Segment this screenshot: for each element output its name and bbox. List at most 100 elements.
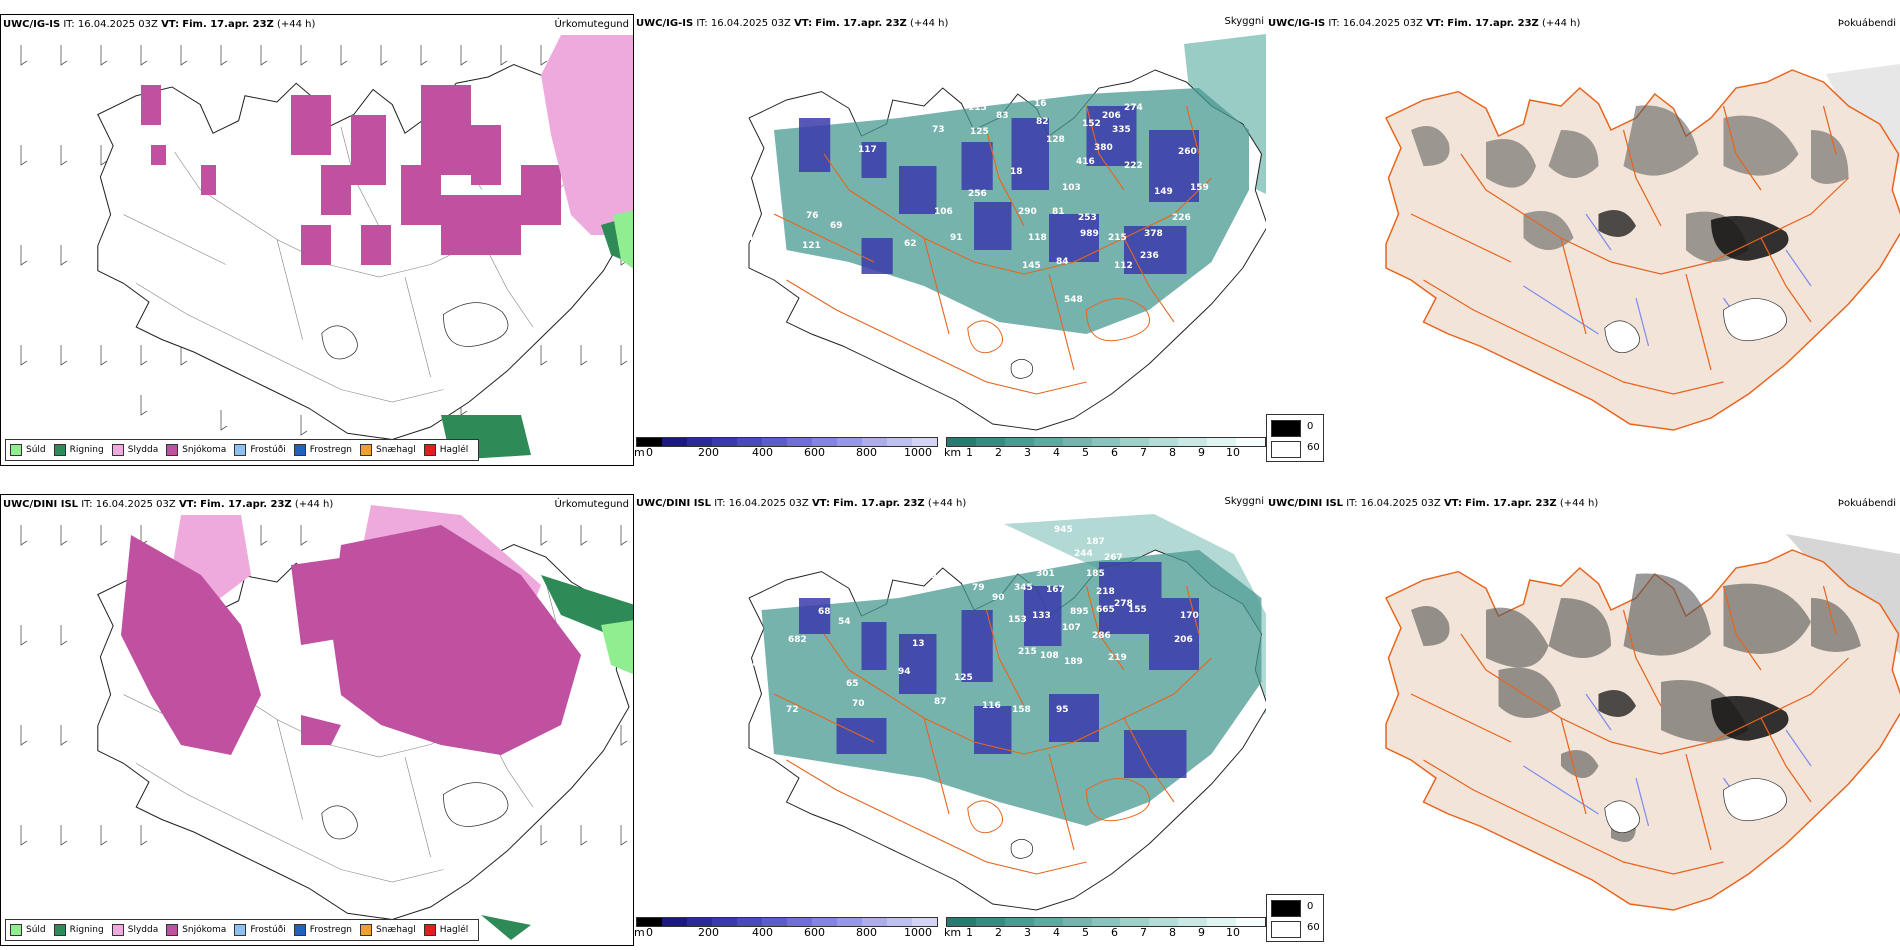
- cbar-seg: [1004, 918, 1034, 926]
- ceiling-value: 219: [1108, 653, 1127, 663]
- ceiling-value: 665: [1096, 605, 1115, 615]
- cbar-seg: [1120, 918, 1150, 926]
- cbar-seg: [947, 918, 976, 926]
- drizzle-area: [613, 210, 633, 269]
- vt-label: VT:: [1443, 498, 1462, 509]
- ceiling-value: 236: [1140, 251, 1159, 261]
- legend-swatch: [360, 444, 373, 456]
- ceiling-value: 59: [924, 571, 937, 581]
- legend-swatch: [423, 444, 436, 456]
- legend-item: Snjókoma: [166, 924, 226, 936]
- cbar-tick: 3: [1024, 926, 1031, 939]
- panel-header: UWC/IG-IS IT: 16.04.2025 03Z VT: Fim. 17…: [636, 18, 948, 29]
- cbar-tick: 4: [1053, 926, 1060, 939]
- lead-time: (+44 h): [927, 498, 967, 509]
- lead-time: (+44 h): [294, 499, 334, 510]
- cbar-tick: 0: [646, 926, 653, 939]
- vt-label: VT:: [161, 19, 180, 30]
- legend-label: Snjókoma: [182, 925, 227, 935]
- visibility-colorbar-strip: [946, 437, 1266, 447]
- fog-legend-swatch: [1271, 420, 1301, 437]
- ceiling-value: 149: [1154, 187, 1173, 197]
- fog-title: Þokuábendi: [1837, 498, 1896, 509]
- fog-dark-2: [1711, 696, 1789, 741]
- cbar-tick: 1: [966, 446, 973, 459]
- legend-label: Rigning: [69, 925, 104, 935]
- cbar-tick: 6: [1111, 926, 1118, 939]
- ceiling-value: 122: [720, 603, 739, 613]
- panel-header: UWC/DINI ISL IT: 16.04.2025 03Z VT: Fim.…: [1268, 498, 1598, 509]
- cbar-seg: [862, 438, 887, 446]
- precip-type-map: [20, 35, 633, 460]
- cbar-tick: 1000: [904, 926, 932, 939]
- legend-item: Rigning: [53, 924, 104, 936]
- ceiling-value: 108: [1040, 651, 1059, 661]
- ceiling-value: 416: [1076, 157, 1095, 167]
- legend-item: Slydda: [111, 924, 158, 936]
- ceiling-value: 170: [1180, 611, 1199, 621]
- cbar-seg: [1178, 438, 1208, 446]
- cbar-seg: [762, 438, 787, 446]
- legend-item: Snæhagl: [360, 444, 416, 456]
- legend-item: Haglél: [423, 924, 468, 936]
- legend-item: Haglél: [423, 444, 468, 456]
- ceiling-value: 73: [932, 125, 945, 135]
- ceiling-value: 222: [1124, 161, 1143, 171]
- vt-value: Fim. 17.apr. 23Z: [1447, 18, 1539, 29]
- ceiling-value: 260: [1178, 147, 1197, 157]
- cbar-tick: 400: [752, 446, 773, 459]
- cbar-tick: 800: [856, 926, 877, 939]
- it-value: 16.04.2025 03Z: [1342, 18, 1423, 29]
- lead-time: (+44 h): [1542, 18, 1581, 29]
- legend-item: Súld: [10, 444, 46, 456]
- cbar-seg: [1033, 438, 1063, 446]
- visibility-unit: km: [944, 446, 962, 459]
- ceiling-value: 179: [744, 145, 763, 155]
- fog-index-map: [1385, 534, 1900, 911]
- ceiling-value: 215: [1108, 233, 1127, 243]
- vt-value: Fim. 17.apr. 23Z: [815, 18, 907, 29]
- panel-header: UWC/IG-IS IT: 16.04.2025 03Z VT: Fim. 17…: [3, 19, 315, 30]
- cbar-tick: 600: [804, 926, 825, 939]
- visibility-colorbar: km 1 2 3 4 5 6 7 8 9 10: [944, 917, 1266, 939]
- ceiling-value: 895: [1070, 607, 1089, 617]
- cbar-seg: [887, 918, 912, 926]
- cbar-seg: [1149, 438, 1179, 446]
- ceiling-value: 380: [1094, 143, 1113, 153]
- cbar-seg: [1120, 438, 1150, 446]
- ceiling-value: 185: [1086, 569, 1105, 579]
- ceiling-value: 189: [1064, 657, 1083, 667]
- ceiling-value: 88: [746, 659, 759, 669]
- legend-swatch: [53, 444, 66, 456]
- panel-header: UWC/DINI ISL IT: 16.04.2025 03Z VT: Fim.…: [3, 499, 333, 510]
- cbar-seg: [1033, 918, 1063, 926]
- snow-areas: [121, 525, 581, 755]
- cbar-seg: [837, 438, 862, 446]
- legend-swatch: [111, 444, 124, 456]
- it-label: IT:: [81, 499, 93, 510]
- cbar-seg: [1062, 438, 1092, 446]
- ceiling-value: 94: [898, 667, 911, 677]
- ceiling-value: 125: [970, 127, 989, 137]
- cbar-seg: [1207, 438, 1237, 446]
- it-label: IT:: [696, 18, 708, 29]
- cbar-seg: [947, 438, 976, 446]
- ceiling-value: 256: [968, 189, 987, 199]
- ceiling-value: 97: [752, 89, 765, 99]
- legend-swatch: [166, 444, 179, 456]
- cbar-tick: 800: [856, 446, 877, 459]
- legend-item: Frostúði: [234, 924, 286, 936]
- precip-legend: Súld Rigning Slydda Snjókoma Frostúði Fr…: [5, 439, 480, 461]
- cbar-tick: 6: [1111, 446, 1118, 459]
- fog-legend-label: 60: [1307, 922, 1320, 933]
- ceiling-value: 82: [1036, 117, 1049, 127]
- legend-swatch: [10, 444, 22, 456]
- legend-label: Frostúði: [250, 925, 286, 935]
- ceiling-unit: m: [634, 446, 645, 459]
- cbar-seg: [687, 918, 712, 926]
- ceiling-value: 69: [830, 221, 843, 231]
- legend-label: Frostúði: [250, 445, 286, 455]
- it-label: IT:: [1328, 18, 1340, 29]
- model-label: UWC/IG-IS: [636, 18, 694, 29]
- cbar-tick: 1: [966, 926, 973, 939]
